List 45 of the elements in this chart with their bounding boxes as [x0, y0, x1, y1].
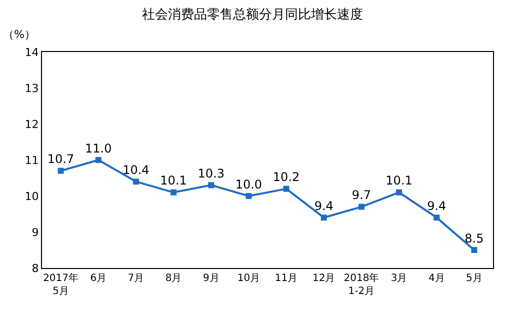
x-tick-label: 3月: [390, 273, 408, 284]
y-tick-label: 14: [24, 46, 39, 59]
data-label: 10.3: [198, 166, 224, 180]
y-tick-label: 11: [24, 154, 39, 167]
point: [95, 157, 102, 163]
data-label: 9.4: [314, 198, 334, 213]
data-label: 10.2: [272, 170, 300, 184]
data-label: 9.7: [352, 188, 372, 202]
point: [471, 247, 478, 253]
x-tick-label: 9月: [202, 273, 220, 284]
point: [434, 214, 440, 221]
y-tick-label: 13: [24, 82, 39, 95]
y-axis-title: （%）: [3, 28, 36, 41]
data-label: 11.0: [85, 141, 112, 156]
data-label: 10.4: [122, 162, 150, 177]
x-tick-label: 6月: [90, 273, 107, 284]
y-tick-label: 10: [24, 190, 39, 203]
y-tick-label: 8: [32, 262, 39, 275]
point: [358, 204, 364, 210]
y-tick-label: 12: [24, 118, 39, 131]
x-tick-label: 7月: [128, 273, 144, 284]
x-tick-label: 12月: [312, 273, 336, 284]
data-label: 10.7: [47, 152, 74, 166]
x-tick-label: 8月: [165, 273, 182, 284]
data-label: 10.1: [160, 174, 187, 188]
point: [320, 214, 327, 221]
point: [132, 178, 139, 185]
point: [170, 189, 177, 196]
x-tick-label: 2018年 1-2月: [344, 272, 380, 297]
point: [208, 182, 214, 188]
x-tick-label: 2017年 5月: [43, 272, 79, 297]
data-label: 10.0: [235, 177, 262, 192]
data-label: 8.5: [464, 231, 484, 246]
point: [396, 189, 402, 196]
x-tick-label: 10月: [237, 273, 260, 284]
point: [58, 168, 64, 174]
point: [246, 193, 252, 199]
y-tick-label: 9: [32, 226, 39, 239]
point: [283, 186, 290, 192]
data-label: 9.4: [427, 198, 446, 213]
x-tick-label: 11月: [274, 273, 298, 284]
x-tick-label: 5月: [466, 273, 482, 284]
x-tick-label: 4月: [428, 273, 445, 284]
chart-title: 社会消费品零售总额分月同比增长速度: [142, 6, 363, 23]
data-label: 10.1: [386, 174, 412, 188]
